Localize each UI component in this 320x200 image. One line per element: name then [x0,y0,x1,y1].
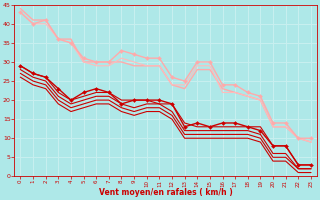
X-axis label: Vent moyen/en rafales ( km/h ): Vent moyen/en rafales ( km/h ) [99,188,233,197]
